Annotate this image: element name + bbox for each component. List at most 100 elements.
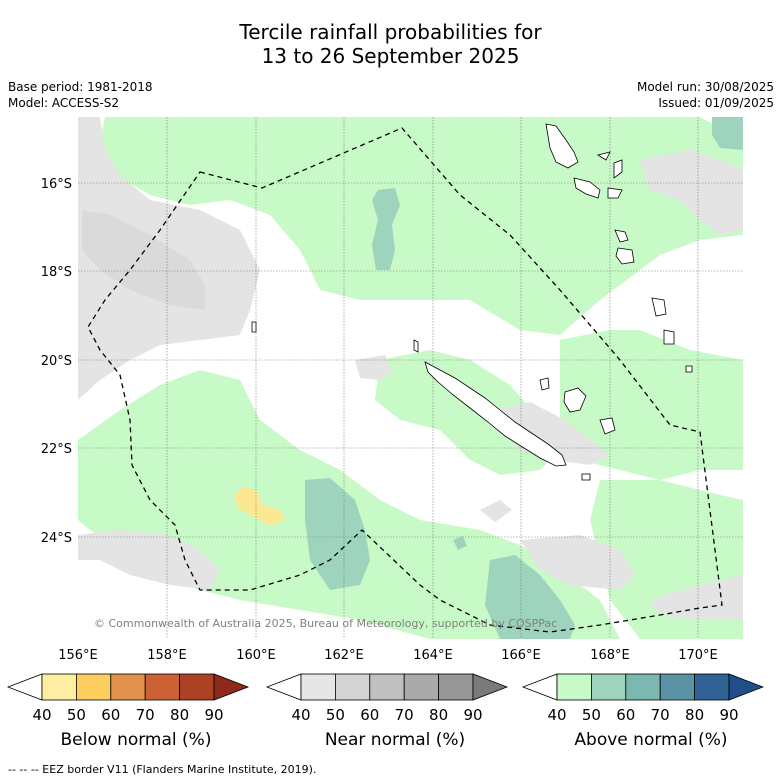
lat-label-18s: 18°S [41,265,72,280]
loyalty-island-mare [599,417,616,435]
above-60-patch-northeast [712,117,743,150]
cb2-tick-70: 70 [650,706,670,724]
vanuatu-tanna [651,297,667,317]
belep-islet [413,339,419,353]
colorbar-near-normal: 40 50 60 70 80 90 Near normal (%) [265,670,525,750]
lon-label-164e: 164°E [413,648,453,663]
colorbar-below-normal: 40 50 60 70 80 90 Below normal (%) [6,670,266,750]
colorbar-swatch [300,673,336,701]
colorbar-above-normal: 40 50 60 70 80 90 Above normal (%) [521,670,781,750]
axis-labels: 16°S 18°S 20°S 22°S 24°S 156°E 158°E 160… [41,177,718,663]
loyalty-island-lifou [563,387,587,413]
lat-label-22s: 22°S [41,442,72,457]
vanuatu-aneityum [663,329,675,345]
cb2-tick-60: 60 [616,706,636,724]
lon-label-156e: 156°E [58,648,98,663]
base-period: Base period: 1981-2018 [8,80,153,94]
colorbar-swatch [369,673,405,701]
lat-label-24s: 24°S [41,531,72,546]
eez-border [87,127,723,633]
isle-of-pines [581,473,591,481]
colorbar-near-normal-label: Near normal (%) [324,730,466,750]
colorbar-swatch [41,673,77,701]
model-name: Model: ACCESS-S2 [8,96,120,110]
lon-label-162e: 162°E [324,648,364,663]
colorbar-swatch [144,673,180,701]
near-normal-region-southwest [78,530,220,590]
loyalty-island-ouvea [539,377,550,391]
new-caledonia-island [424,361,567,467]
vanuatu-north-small-1 [596,151,611,161]
cb1-tick-70: 70 [394,706,414,724]
colorbar-high-extend [213,673,250,701]
colorbar-below-normal-label: Below normal (%) [60,730,212,750]
above-60-patch-small [453,536,467,550]
cb0-tick-90: 90 [204,706,224,724]
coastlines [251,123,693,481]
cb1-tick-90: 90 [463,706,483,724]
colorbar-below-normal-swatches [6,673,250,701]
near-normal-region-east [640,150,743,235]
near-normal-darker-west [82,210,205,310]
vanuatu-malekula [573,177,601,199]
colorbar-above-normal-ticks: 40 50 60 70 80 90 [521,706,781,724]
cb1-tick-50: 50 [325,706,345,724]
lon-label-166e: 166°E [501,648,541,663]
cb0-tick-50: 50 [66,706,86,724]
colorbar-swatch [335,673,371,701]
cb2-tick-80: 80 [685,706,705,724]
vanuatu-espiritu-santo [545,123,579,169]
colorbar-above-normal-swatches [521,673,765,701]
colorbar-swatch [110,673,146,701]
lon-label-158e: 158°E [147,648,187,663]
issued-date: Issued: 01/09/2025 [658,96,774,110]
colorbar-swatch [694,673,730,701]
above-60-patch-southeast [485,555,575,639]
lon-label-160e: 160°E [236,648,276,663]
probability-shading: © Commonwealth of Australia 2025, Bureau… [78,117,743,639]
cb1-tick-80: 80 [429,706,449,724]
near-normal-region-small [480,500,512,522]
colorbar-swatch [179,673,215,701]
vanuatu-efate [614,229,629,243]
cb2-tick-40: 40 [547,706,567,724]
model-run: Model run: 30/08/2025 [636,80,774,94]
cb0-tick-70: 70 [135,706,155,724]
matthew-island [685,365,693,373]
near-normal-region-caledonia [495,402,610,465]
colorbar-near-normal-ticks: 40 50 60 70 80 90 [265,706,525,724]
chart-title-line1: Tercile rainfall probabilities for [239,20,542,44]
colorbar-low-extend [265,673,302,701]
above-normal-region-east [560,330,743,480]
cb2-tick-90: 90 [719,706,739,724]
cb1-tick-40: 40 [291,706,311,724]
colorbar-low-extend [6,673,43,701]
above-60-patch-south [305,478,370,590]
chesterfield-islet [251,321,257,333]
colorbar-low-extend [521,673,558,701]
graticule [78,117,743,639]
cb1-tick-60: 60 [360,706,380,724]
colorbar-swatch [625,673,661,701]
lon-label-170e: 170°E [678,648,718,663]
cb2-tick-50: 50 [581,706,601,724]
colorbar-swatch [556,673,592,701]
eez-border-footnote: -- -- -- EEZ border V11 (Flanders Marine… [8,763,317,776]
vanuatu-north-small-2 [613,159,623,179]
vanuatu-mid-small [607,187,623,199]
colorbar-swatch [403,673,439,701]
lat-label-16s: 16°S [41,177,72,192]
lon-label-168e: 168°E [590,648,630,663]
chart-title-line2: 13 to 26 September 2025 [261,44,520,68]
lat-label-20s: 20°S [41,354,72,369]
colorbar-swatch [76,673,112,701]
colorbar-swatch [438,673,474,701]
colorbar-swatch [659,673,695,701]
colorbar-high-extend [728,673,765,701]
above-60-patch-north [372,188,400,270]
copyright-notice: © Commonwealth of Australia 2025, Bureau… [94,617,557,630]
cb0-tick-40: 40 [32,706,52,724]
colorbar-near-normal-swatches [265,673,509,701]
near-normal-region-center [355,355,392,380]
